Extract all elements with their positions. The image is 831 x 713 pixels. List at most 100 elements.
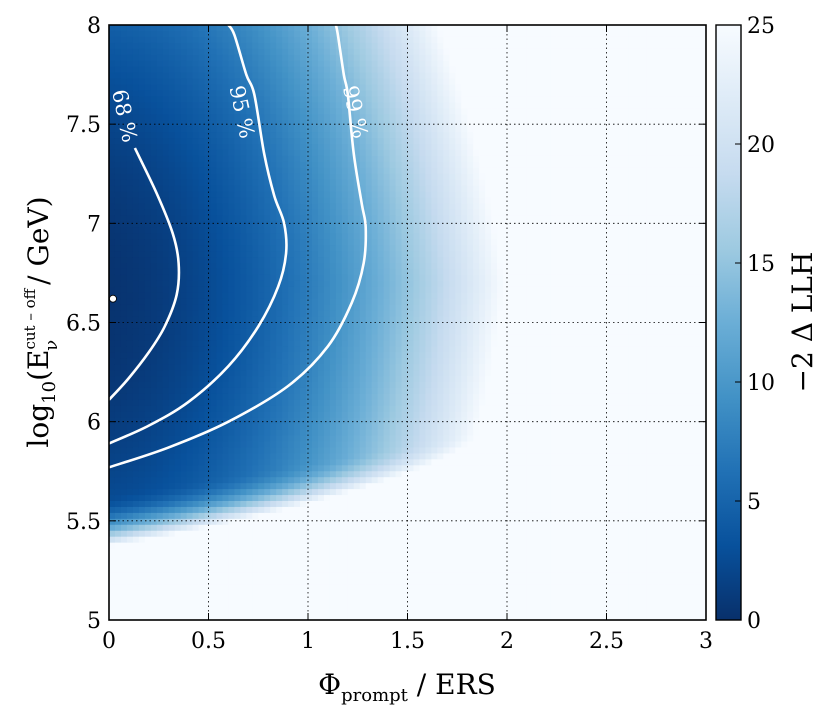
heatmap-cell [377,268,385,276]
heatmap-cell [186,310,194,318]
heatmap-cell [144,578,152,585]
heatmap-cell [204,590,212,597]
heatmap-cell [144,584,152,591]
heatmap-cell [186,364,194,371]
heatmap-cell [383,602,391,609]
heatmap-cell [222,233,229,240]
heatmap-cell [144,203,152,211]
heatmap-cell [168,310,176,318]
heatmap-cell [186,393,194,401]
heatmap-cell [389,30,397,38]
heatmap-cell [138,179,146,187]
heatmap-cell [258,42,265,50]
heatmap-cell [156,614,164,620]
heatmap-cell [210,435,218,443]
heatmap-cell [365,149,373,157]
heatmap-cell [132,435,140,443]
heatmap-cell [329,447,337,454]
heatmap-cell [174,108,182,115]
heatmap-cell [150,376,158,383]
heatmap-cell [383,340,391,347]
heatmap-cell [270,48,277,56]
heatmap-cell [168,483,176,490]
heatmap-cell [109,286,116,294]
heatmap-cell [210,334,218,341]
heatmap-cell [150,90,158,97]
heatmap-cell [198,602,206,609]
heatmap-cell [317,78,325,86]
heatmap-cell [168,263,176,270]
heatmap-cell [359,423,367,431]
heatmap-cell [126,596,134,603]
heatmap-cell [174,382,182,389]
heatmap-cell [204,578,212,585]
heatmap-cell [377,42,385,50]
heatmap-cell [365,614,373,620]
heatmap-cell [282,524,289,532]
heatmap-cell [335,429,343,437]
heatmap-cell [132,138,140,145]
heatmap-cell [228,286,235,294]
heatmap-cell [210,191,218,199]
heatmap-cell [198,608,206,615]
heatmap-cell [198,322,206,330]
heatmap-cell [323,518,331,526]
heatmap-cell [323,138,331,145]
heatmap-cell [186,346,194,353]
heatmap-cell [371,322,379,330]
heatmap-cell [234,334,241,341]
heatmap-cell [264,471,271,478]
heatmap-cell [210,614,218,620]
heatmap-cell [353,298,361,306]
heatmap-cell [246,197,253,205]
heatmap-cell [389,441,397,449]
heatmap-cell [246,42,253,50]
heatmap-cell [323,399,331,407]
heatmap-cell [109,90,116,97]
heatmap-cell [306,239,313,246]
heatmap-cell [389,286,397,294]
heatmap-cell [395,459,403,466]
heatmap-cell [335,518,343,526]
heatmap-cell [246,566,253,573]
heatmap-cell [210,173,218,181]
heatmap-cell [311,48,319,56]
heatmap-cell [276,114,283,121]
heatmap-cell [258,310,265,318]
heatmap-cell [389,554,397,562]
heatmap-cell [168,554,176,562]
heatmap-cell [216,251,224,258]
heatmap-cell [371,542,379,550]
heatmap-cell [270,245,277,252]
heatmap-cell [240,572,247,579]
heatmap-cell [156,382,164,389]
heatmap-cell [365,54,373,62]
heatmap-cell [258,417,265,425]
heatmap-cell [282,376,289,383]
heatmap-cell [353,441,361,449]
heatmap-cell [323,614,331,620]
heatmap-cell [282,358,289,365]
heatmap-cell [216,72,224,80]
heatmap-cell [222,251,229,258]
heatmap-cell [132,298,140,306]
heatmap-cell [246,96,253,103]
heatmap-cell [240,233,247,240]
heatmap-cell [353,465,361,472]
heatmap-cell [222,304,229,312]
heatmap-cell [347,54,355,62]
heatmap-cell [210,155,218,163]
heatmap-cell [144,102,152,109]
heatmap-cell [335,596,343,603]
heatmap-cell [317,72,325,80]
heatmap-cell [389,399,397,407]
heatmap-cell [258,376,265,383]
heatmap-cell [329,203,337,211]
heatmap-cell [138,304,146,312]
heatmap-cell [150,423,158,431]
heatmap-cell [198,233,206,240]
heatmap-cell [347,548,355,556]
heatmap-cell [204,477,212,484]
heatmap-cell [168,25,176,32]
heatmap-cell [180,221,188,228]
